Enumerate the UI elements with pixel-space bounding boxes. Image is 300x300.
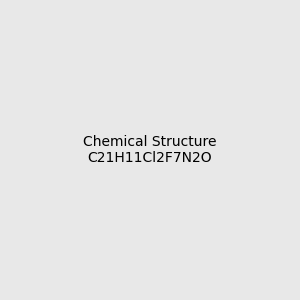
Text: Chemical Structure
C21H11Cl2F7N2O: Chemical Structure C21H11Cl2F7N2O bbox=[83, 135, 217, 165]
